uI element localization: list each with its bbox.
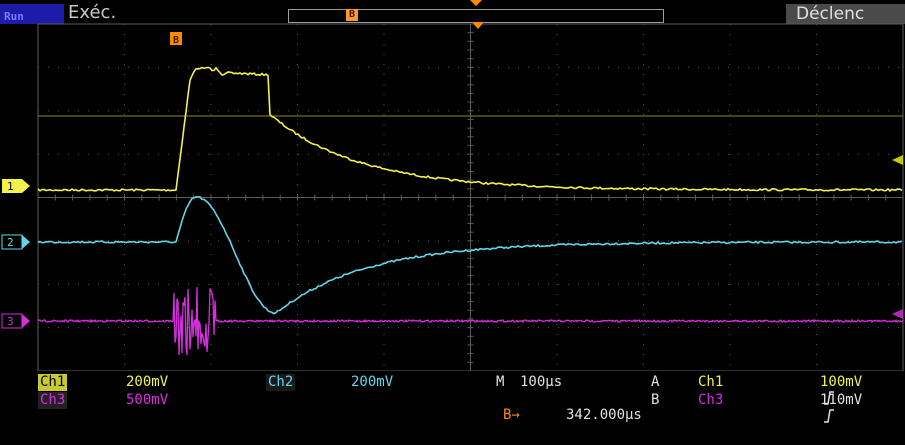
trigger-a-label: A	[651, 374, 660, 390]
trigger-status-text: Déclenc	[796, 4, 865, 24]
ch1-trace	[37, 66, 903, 192]
trigger-b-level-icon[interactable]	[892, 309, 903, 319]
trigger-time-icon[interactable]	[472, 22, 484, 29]
trigger-b-source[interactable]: Ch3	[698, 392, 724, 408]
ch3-marker-label: 3	[7, 315, 14, 328]
zoom-window-marker	[170, 32, 182, 45]
channel-markers: 1 2 3 B	[1, 22, 903, 329]
ch3-label[interactable]: Ch3	[38, 392, 68, 409]
readout-panel: Ch1 200mV Ch2 200mV M 100µs A Ch1 100mV …	[0, 371, 905, 423]
trigger-a-source[interactable]: Ch1	[698, 374, 724, 390]
ch3-scale: 500mV	[126, 392, 169, 408]
oscilloscope-screen: Run Exéc. B Déclenc 1 2 3 B	[0, 0, 905, 423]
trigger-b-label: B	[651, 392, 660, 408]
graticule	[37, 23, 904, 372]
status-bar: Run Exéc. B Déclenc	[0, 0, 905, 24]
trigger-status: Déclenc	[786, 4, 905, 24]
zoom-window-label: B	[173, 35, 179, 46]
acquisition-state: Exéc.	[68, 2, 117, 23]
ch2-marker-label: 2	[7, 236, 14, 249]
ch1-ground-marker[interactable]	[2, 179, 22, 193]
trigger-position-icon	[470, 0, 482, 6]
run-badge: Run	[0, 4, 64, 24]
rising-edge-icon	[772, 374, 835, 405]
ch1-marker-label: 1	[7, 180, 14, 193]
zoom-b-marker: B	[346, 9, 358, 21]
waveform-display: 1 2 3 B	[1, 22, 904, 372]
ch2-scale: 200mV	[351, 374, 394, 390]
ch2-label[interactable]: Ch2	[266, 374, 296, 391]
run-tag: Run	[4, 10, 24, 23]
ch1-scale: 200mV	[126, 374, 169, 390]
delay-label: B→	[503, 407, 520, 423]
trigger-b-level[interactable]: 110mV	[820, 392, 863, 408]
timebase-value[interactable]: 100µs	[520, 374, 563, 390]
delay-value[interactable]: 342.000µs	[566, 407, 642, 423]
ch1-label[interactable]: Ch1	[38, 374, 68, 391]
ch2-trace	[37, 195, 903, 315]
traces	[37, 66, 904, 356]
timebase-label: M	[496, 374, 505, 390]
trigger-a-level-icon[interactable]	[892, 155, 903, 165]
ch3-trace	[38, 286, 904, 356]
trigger-a-level[interactable]: 100mV	[820, 374, 863, 390]
